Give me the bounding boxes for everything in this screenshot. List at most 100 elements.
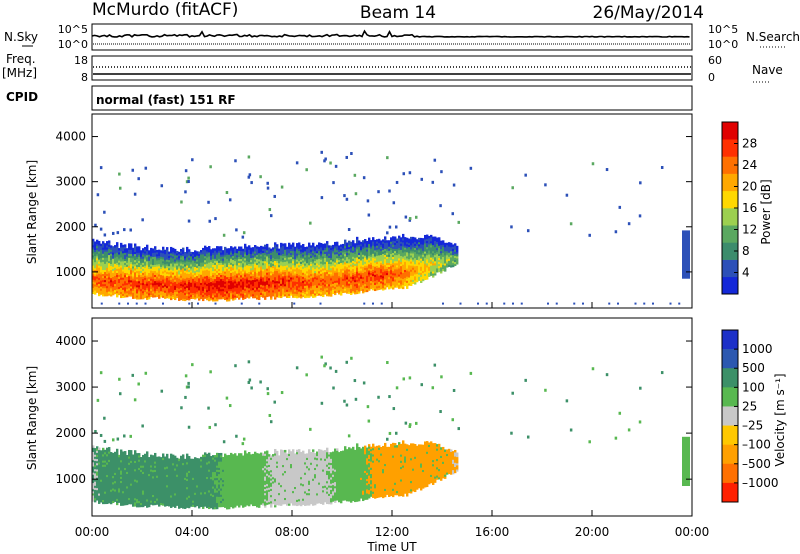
velocity-cell xyxy=(110,458,113,461)
power-cell xyxy=(170,297,173,301)
power-cell xyxy=(298,244,301,247)
power-cell xyxy=(372,283,375,287)
power-cell xyxy=(396,275,399,278)
power-cell xyxy=(384,268,387,272)
power-cell xyxy=(190,276,193,279)
power-cell xyxy=(442,262,445,266)
power-cell xyxy=(406,262,409,265)
power-cell xyxy=(198,263,201,267)
power-cell xyxy=(124,274,127,278)
power-cell xyxy=(442,266,445,270)
power-cell xyxy=(390,281,393,285)
power-cell xyxy=(124,295,127,298)
power-cell xyxy=(170,248,173,252)
power-cell xyxy=(152,272,155,276)
velocity-cell xyxy=(112,488,115,491)
power-cell xyxy=(170,267,173,270)
power-cell xyxy=(332,289,335,292)
velocity-cell xyxy=(110,466,113,470)
velocity-cell xyxy=(106,476,109,480)
power-cell xyxy=(100,257,103,261)
power-cell xyxy=(302,243,305,247)
power-cell xyxy=(158,278,161,281)
power-cell xyxy=(330,245,333,248)
power-cell xyxy=(282,282,285,285)
power-cell xyxy=(402,282,405,286)
power-cell xyxy=(348,265,351,268)
power-cell xyxy=(348,271,351,274)
power-cell xyxy=(412,247,415,250)
power-cell xyxy=(200,290,203,294)
power-cell xyxy=(346,291,349,294)
power-cell xyxy=(226,276,229,280)
power-cell xyxy=(124,270,127,274)
power-cell xyxy=(132,253,135,257)
power-cell xyxy=(204,249,207,253)
power-cell xyxy=(290,272,293,276)
velocity-cell xyxy=(116,477,119,481)
power-cell xyxy=(152,295,155,298)
power-cell xyxy=(104,273,107,277)
power-cell xyxy=(250,263,253,267)
power-cell xyxy=(244,264,247,267)
power-strip xyxy=(520,302,523,305)
power-cell xyxy=(156,276,159,279)
power-cell xyxy=(176,285,179,288)
power-cell xyxy=(96,286,99,289)
power-cell xyxy=(374,254,377,257)
power-cell xyxy=(190,286,193,289)
power-cell xyxy=(188,249,191,252)
power-cell xyxy=(182,290,185,293)
power-cell xyxy=(372,237,375,240)
power-cell xyxy=(306,260,309,264)
power-cell xyxy=(388,264,391,268)
power-cell xyxy=(294,291,297,294)
power-cell xyxy=(174,263,177,266)
power-cell xyxy=(354,279,357,283)
power-cell xyxy=(332,265,335,268)
power-scatter xyxy=(99,166,103,170)
power-cell xyxy=(346,258,349,262)
power-cell xyxy=(190,272,193,275)
power-cell xyxy=(374,276,377,279)
power-cell xyxy=(434,236,437,239)
power-cell xyxy=(154,272,157,276)
power-cell xyxy=(130,243,133,246)
power-cell xyxy=(412,242,415,246)
power-cell xyxy=(298,287,301,290)
power-cell xyxy=(336,247,339,251)
power-cell xyxy=(308,254,311,258)
power-cell xyxy=(452,260,455,264)
power-cell xyxy=(174,291,177,294)
power-cell xyxy=(434,248,437,252)
power-cell xyxy=(332,269,335,272)
power-cell xyxy=(298,293,301,296)
power-cell xyxy=(202,266,205,269)
power-cell xyxy=(378,275,381,278)
power-cell xyxy=(434,264,437,268)
power-cell xyxy=(360,251,363,255)
power-cell xyxy=(274,291,277,294)
power-cell xyxy=(132,292,135,295)
power-cell xyxy=(230,264,233,267)
power-cell xyxy=(296,249,299,252)
power-cell xyxy=(168,286,171,289)
power-cell xyxy=(226,293,229,296)
power-cell xyxy=(340,246,343,249)
power-cell xyxy=(340,276,343,280)
power-cell xyxy=(310,245,313,248)
power-cell xyxy=(402,254,405,257)
power-cell xyxy=(134,257,137,261)
power-cell xyxy=(216,268,219,271)
velocity-cell xyxy=(94,468,97,472)
power-cell xyxy=(186,271,189,274)
power-cell xyxy=(424,257,427,260)
power-cell xyxy=(228,290,231,294)
power-cell xyxy=(208,290,211,294)
power-cell xyxy=(238,293,241,296)
power-cell xyxy=(418,268,421,271)
power-cell xyxy=(334,280,337,283)
power-cell xyxy=(350,268,353,271)
power-cell xyxy=(162,285,165,288)
noise-sky-line xyxy=(91,29,690,38)
